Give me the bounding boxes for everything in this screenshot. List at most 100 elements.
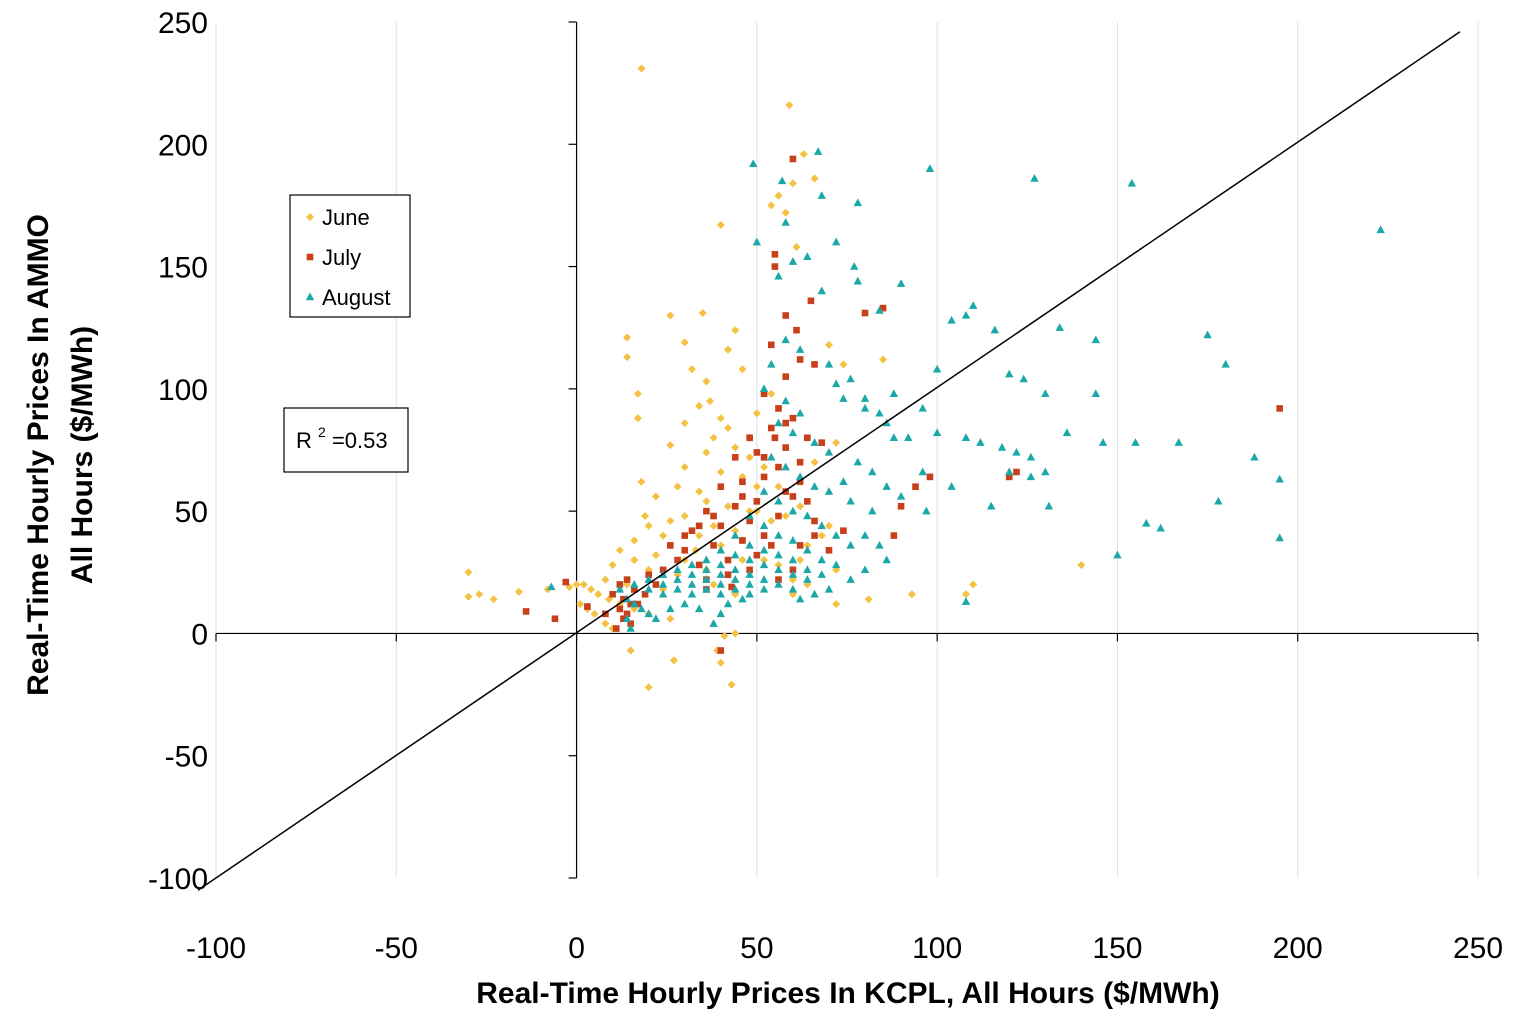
data-point-july [659, 566, 667, 574]
data-point-june [702, 448, 711, 457]
data-point-july [811, 532, 818, 539]
annotation-superscript: 2 [318, 424, 326, 440]
data-point-june [514, 587, 523, 596]
data-point-july [796, 458, 804, 466]
data-point-july [782, 373, 790, 380]
data-point-june [666, 614, 675, 623]
data-point-august [788, 535, 798, 544]
data-point-july [562, 578, 570, 586]
data-point-august [745, 570, 754, 578]
y-tick-label: 200 [158, 129, 208, 162]
series-june [464, 64, 1086, 692]
data-point-august [817, 191, 826, 199]
data-point-august [626, 624, 635, 632]
data-point-july [1276, 405, 1283, 412]
data-point-june [651, 551, 660, 560]
data-point-july [728, 583, 735, 591]
data-point-june [720, 631, 729, 640]
data-point-august [1005, 467, 1014, 476]
data-point-june [796, 502, 805, 511]
data-point-june [1077, 560, 1086, 569]
data-point-july [609, 590, 616, 598]
x-tick-label: -50 [375, 932, 418, 965]
data-point-june [864, 595, 873, 604]
data-point-august [644, 609, 653, 618]
y-tick-label: -100 [148, 863, 208, 896]
data-point-july [623, 610, 631, 618]
x-tick-label: 0 [568, 932, 585, 965]
data-point-june [969, 580, 978, 589]
data-point-june [695, 531, 704, 540]
data-point-august [904, 433, 913, 441]
data-point-june [489, 595, 498, 604]
data-point-august [738, 594, 747, 603]
data-point-august [795, 408, 805, 417]
data-point-august [990, 325, 1000, 334]
data-point-july [753, 449, 761, 456]
data-point-june [623, 333, 632, 342]
data-point-august [767, 452, 776, 461]
data-point-august [1131, 438, 1140, 446]
data-point-august [846, 374, 855, 383]
data-point-august [694, 604, 704, 613]
data-point-june [724, 502, 733, 511]
data-point-august [961, 310, 971, 319]
data-point-june [774, 191, 783, 200]
data-point-july [775, 463, 782, 471]
data-point-june [695, 401, 704, 410]
data-point-august [749, 159, 758, 168]
data-point-july [767, 424, 775, 432]
data-point-july [796, 542, 804, 549]
data-point-june [839, 360, 848, 369]
data-point-august [759, 545, 769, 554]
data-point-august [817, 570, 826, 578]
y-axis-title-line2: All Hours ($/MWh) [66, 326, 99, 584]
data-point-august [622, 614, 632, 622]
x-tick-label: -100 [186, 932, 246, 965]
data-point-august [824, 447, 834, 456]
data-point-august [976, 438, 985, 446]
data-point-august [745, 580, 754, 588]
x-tick-label: 50 [740, 932, 773, 965]
data-point-july [620, 615, 627, 623]
data-point-july [627, 600, 634, 608]
data-point-july [771, 251, 779, 258]
data-point-june [760, 463, 769, 472]
data-point-august [702, 565, 711, 574]
data-point-august [716, 560, 725, 569]
data-point-july [620, 595, 627, 603]
data-point-august [987, 501, 996, 510]
data-point-june [731, 443, 740, 452]
data-point-august [932, 364, 942, 373]
data-point-august [788, 428, 798, 437]
data-point-august [1275, 474, 1284, 483]
data-point-june [774, 482, 783, 491]
data-point-august [1174, 438, 1183, 446]
data-point-august [1041, 467, 1050, 476]
data-point-july [789, 155, 797, 163]
data-point-july [796, 478, 804, 486]
data-point-august [752, 237, 762, 246]
r-squared-annotation: R 2 =0.53 [283, 407, 409, 473]
data-point-june [626, 646, 635, 655]
data-point-august [813, 147, 823, 155]
data-point-june [716, 541, 725, 550]
data-point-august [745, 540, 754, 549]
data-point-june [680, 338, 689, 347]
data-point-june [572, 580, 581, 589]
data-point-august [666, 604, 675, 613]
data-point-august [803, 565, 812, 574]
data-point-june [695, 487, 704, 496]
data-point-july [789, 493, 797, 500]
data-point-june [745, 453, 754, 462]
data-point-august [846, 540, 855, 549]
data-point-august [875, 408, 884, 417]
data-point-august [1142, 518, 1151, 527]
data-point-august [803, 575, 812, 583]
data-point-august [547, 582, 556, 591]
data-point-july [695, 522, 703, 530]
data-point-july [681, 532, 689, 539]
data-point-july [1005, 473, 1013, 481]
data-point-august [810, 589, 819, 598]
data-point-august [774, 531, 783, 539]
